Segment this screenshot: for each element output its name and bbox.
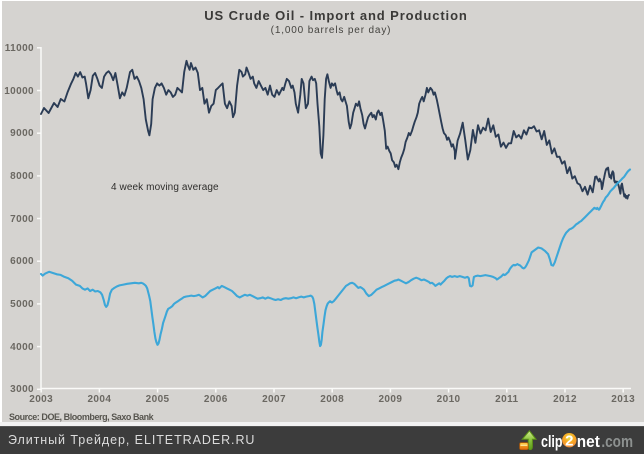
svg-text:clip: clip [541,432,563,451]
svg-text:net: net [577,432,600,451]
svg-text:.com: .com [601,432,633,451]
svg-text:2: 2 [565,433,573,450]
